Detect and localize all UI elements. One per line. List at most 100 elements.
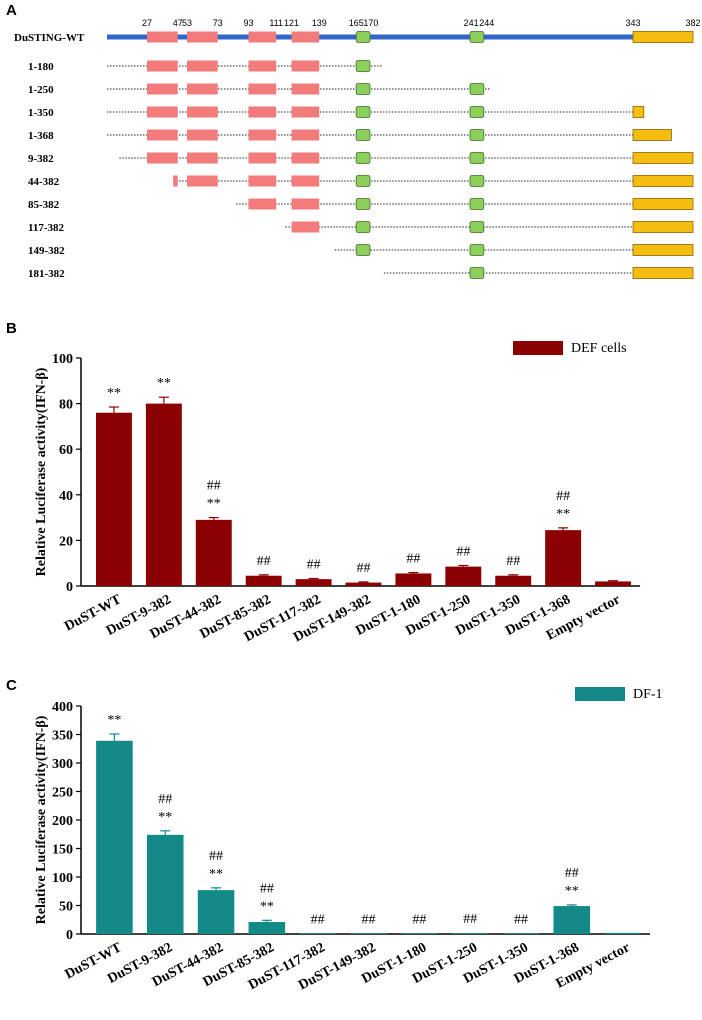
bar-DuST-9-382 [146, 834, 184, 934]
construct-label-149-382: 149-382 [28, 245, 65, 257]
construct-label-1-250: 1-250 [28, 84, 54, 96]
wt-domain-5 [469, 31, 485, 43]
sig-hash-DuST-1-368: ## [556, 489, 570, 504]
construct-44-382-domain-3 [291, 175, 320, 187]
construct-1-180-domain-4 [355, 60, 371, 72]
sig-star-DuST-85-382: ** [260, 899, 274, 914]
construct-44-382-domain-5 [469, 175, 485, 187]
position-label-27: 27 [142, 18, 152, 28]
bar-DuST-149-382 [350, 933, 387, 934]
bar-DuST-85-382 [248, 922, 286, 934]
position-label-121: 121 [284, 18, 299, 28]
construct-1-250-domain-0 [146, 83, 178, 95]
bar-DuST-117-382 [295, 579, 332, 586]
construct-117-382-domain-5 [469, 221, 485, 233]
sig-star-DuST-44-382: ** [207, 497, 221, 512]
position-label-139: 139 [312, 18, 327, 28]
y-tick-label-200: 200 [52, 814, 73, 829]
construct-117-382-domain-6 [632, 221, 694, 233]
wt-construct-label: DuSTING-WT [14, 32, 85, 44]
construct-1-250-domain-1 [186, 83, 218, 95]
sig-star-DuST-9-382: ** [157, 376, 171, 391]
sig-hash-DuST-1-250: ## [463, 912, 477, 927]
construct-181-382-domain-6 [632, 267, 694, 279]
bar-DuST-1-350 [495, 575, 532, 586]
wt-domain-0 [146, 31, 178, 43]
sig-hash-DuST-44-382: ## [207, 479, 221, 494]
construct-1-350-domain-3 [291, 106, 320, 118]
position-label-53: 53 [182, 18, 192, 28]
construct-label-1-368: 1-368 [28, 130, 54, 142]
construct-1-350-domain-5 [469, 106, 485, 118]
construct-1-350-domain-6 [632, 106, 645, 118]
bar-DuST-1-180 [401, 933, 438, 934]
y-axis-title: Relative Luciferase activity(IFN-β) [34, 715, 49, 924]
sig-star-DuST-44-382: ** [209, 867, 223, 882]
bar-DuST-1-180 [395, 573, 432, 586]
construct-181-382-domain-5 [469, 267, 485, 279]
y-tick-label-350: 350 [52, 729, 73, 744]
bar-DuST-1-250 [451, 933, 489, 934]
sig-hash-DuST-1-180: ## [406, 552, 420, 567]
sig-hash-DuST-9-382: ## [158, 792, 172, 807]
sig-star-DuST-1-368: ** [565, 884, 579, 899]
construct-44-382-domain-1 [186, 175, 218, 187]
construct-9-382-domain-4 [355, 152, 371, 164]
y-tick-label-60: 60 [59, 443, 73, 458]
construct-1-368-domain-5 [469, 129, 485, 141]
legend-label: DF-1 [633, 687, 663, 702]
wt-domain-3 [291, 31, 320, 43]
bar-DuST-1-368 [545, 530, 582, 586]
construct-label-9-382: 9-382 [28, 153, 54, 165]
sig-hash-DuST-85-382: ## [260, 881, 274, 896]
y-axis-title: Relative Luciferase activity(IFN-β) [34, 367, 49, 576]
domain-diagram: A DuSTING-WT 27 47 53 73 93 111 121 139 165 170 24… [6, 2, 701, 280]
panel-b-letter: B [6, 320, 17, 337]
bar-DuST-1-250 [445, 566, 482, 586]
bar-DuST-9-382 [145, 403, 182, 586]
bar-Empty vector [604, 932, 641, 934]
sig-star-DuST-WT: ** [107, 713, 121, 728]
bar-DuST-WT [95, 412, 132, 586]
position-label-111: 111 [269, 18, 283, 28]
y-tick-label-0: 0 [66, 928, 73, 943]
bar-DuST-85-382 [245, 575, 282, 586]
bar-DuST-117-382 [299, 933, 336, 934]
construct-44-382-domain-0 [173, 175, 178, 187]
sig-hash-DuST-1-350: ## [506, 554, 520, 569]
y-tick-label-50: 50 [59, 900, 73, 915]
construct-1-368-domain-3 [291, 129, 320, 141]
sig-star-DuST-9-382: ** [158, 810, 172, 825]
construct-85-382-domain-5 [469, 198, 485, 210]
construct-1-350-domain-2 [248, 106, 277, 118]
construct-9-382-domain-3 [291, 152, 320, 164]
construct-label-44-382: 44-382 [28, 176, 60, 188]
construct-1-368-domain-4 [355, 129, 371, 141]
construct-1-368-domain-2 [248, 129, 277, 141]
position-label-47: 47 [173, 18, 183, 28]
construct-9-382-domain-2 [248, 152, 277, 164]
construct-1-350-domain-0 [146, 106, 178, 118]
construct-85-382-domain-3 [291, 198, 320, 210]
construct-9-382-domain-0 [146, 152, 178, 164]
wt-domain-4 [355, 31, 371, 43]
y-tick-label-100: 100 [52, 871, 73, 886]
construct-1-350-domain-1 [186, 106, 218, 118]
construct-85-382-domain-4 [355, 198, 371, 210]
construct-label-181-382: 181-382 [28, 268, 65, 280]
construct-1-250-domain-4 [355, 83, 371, 95]
sig-hash-DuST-44-382: ## [209, 849, 223, 864]
construct-label-85-382: 85-382 [28, 199, 60, 211]
legend-swatch [513, 341, 563, 355]
construct-1-250-domain-2 [248, 83, 277, 95]
bar-DuST-1-350 [502, 933, 540, 934]
construct-44-382-domain-4 [355, 175, 371, 187]
position-label-244: 244 [479, 18, 494, 28]
y-tick-label-150: 150 [52, 843, 73, 858]
construct-117-382-domain-4 [355, 221, 371, 233]
construct-149-382-domain-6 [632, 244, 694, 256]
construct-1-250-domain-3 [291, 83, 320, 95]
sig-star-DuST-WT: ** [107, 386, 121, 401]
